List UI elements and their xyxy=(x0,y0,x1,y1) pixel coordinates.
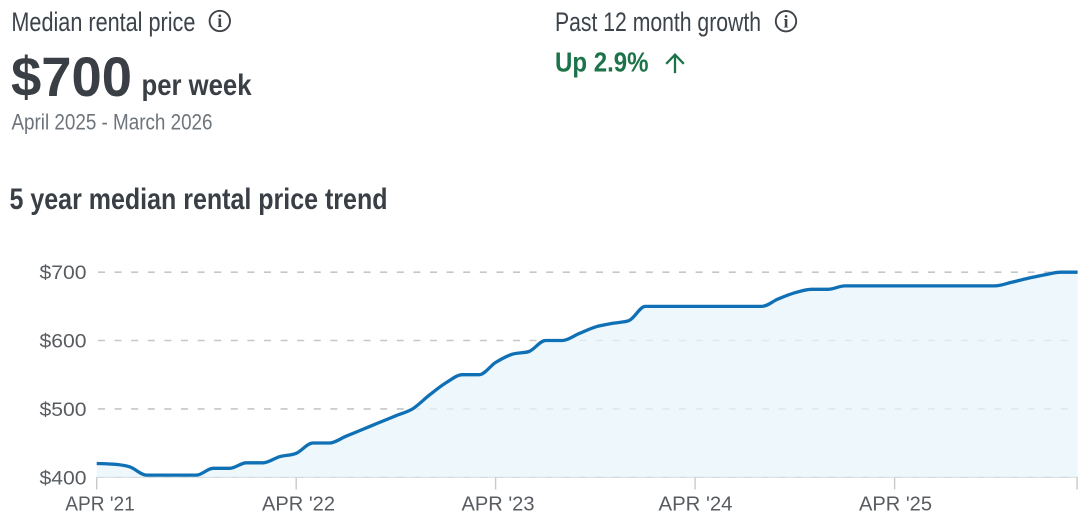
svg-text:APR '25: APR '25 xyxy=(859,494,932,516)
svg-text:APR '24: APR '24 xyxy=(659,494,733,516)
svg-text:Up 2.9%: Up 2.9% xyxy=(555,46,649,77)
svg-text:$600: $600 xyxy=(40,331,87,353)
svg-text:$400: $400 xyxy=(40,467,87,489)
svg-text:i: i xyxy=(217,11,222,31)
svg-text:5 year median rental price tre: 5 year median rental price trend xyxy=(10,183,388,216)
svg-text:APR '21: APR '21 xyxy=(65,494,135,516)
svg-text:$700: $700 xyxy=(11,46,132,108)
svg-text:APR '23: APR '23 xyxy=(462,494,535,516)
svg-text:Past 12 month growth: Past 12 month growth xyxy=(555,7,761,37)
svg-text:Median rental price: Median rental price xyxy=(11,7,195,37)
svg-text:APR '22: APR '22 xyxy=(262,494,335,516)
svg-text:per week: per week xyxy=(142,69,252,102)
svg-text:i: i xyxy=(783,11,788,31)
svg-text:$500: $500 xyxy=(40,399,87,421)
svg-text:April 2025 - March 2026: April 2025 - March 2026 xyxy=(12,109,213,134)
svg-text:$700: $700 xyxy=(40,262,87,284)
